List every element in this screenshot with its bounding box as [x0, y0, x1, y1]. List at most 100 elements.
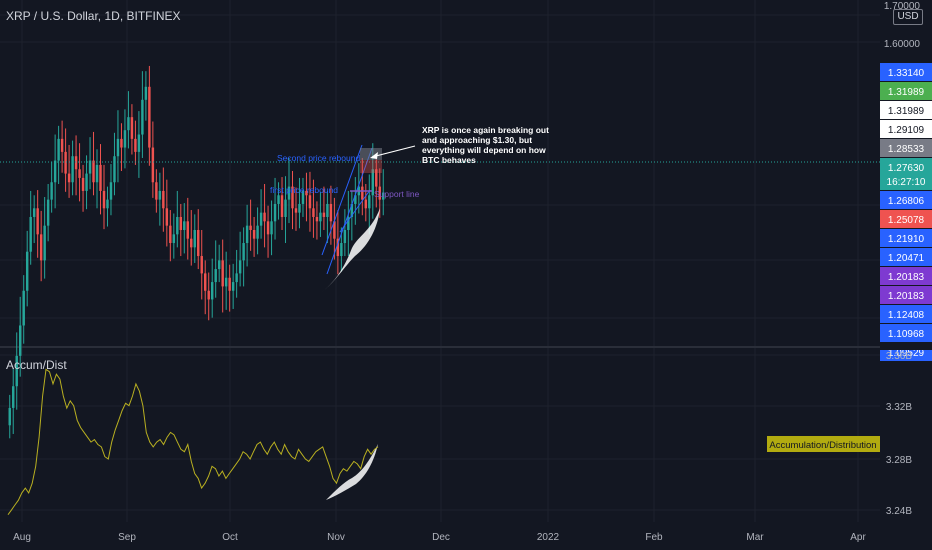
candle-body — [336, 238, 340, 257]
candle — [326, 190, 329, 244]
candle — [343, 209, 347, 257]
highlight-box-gray[interactable] — [360, 148, 382, 160]
price-tag: 1.20183 — [880, 286, 932, 304]
indicator-badge: Accumulation/Distribution — [767, 436, 880, 452]
candle-body — [46, 199, 50, 226]
price-tag: 1.29109 — [880, 120, 932, 138]
candle — [18, 296, 22, 377]
candle-body — [50, 182, 53, 200]
price-tag-countdown: 16:27:10 — [887, 177, 926, 188]
candle — [53, 134, 57, 209]
channel-line-lower[interactable] — [326, 147, 373, 275]
indicator-title[interactable]: Accum/Dist — [6, 358, 67, 372]
price-tag-bg — [880, 120, 932, 138]
candle — [32, 195, 36, 244]
candle-body — [39, 234, 43, 261]
candle — [210, 258, 214, 318]
candle-body — [183, 221, 186, 230]
price-tag: 1.20471 — [880, 248, 932, 266]
candle-body — [224, 277, 228, 287]
candle-body — [343, 230, 347, 244]
candle — [266, 205, 270, 258]
candle-body — [25, 251, 29, 291]
candle — [364, 184, 368, 222]
highlight-box-red[interactable] — [360, 160, 382, 173]
symbol-title[interactable]: XRP / U.S. Dollar, 1D, BITFINEX — [6, 9, 181, 23]
candle — [67, 144, 71, 198]
candle-body — [270, 221, 273, 235]
candle-body — [312, 208, 315, 217]
annotation-second-rebound[interactable]: Second price rebound — [277, 153, 360, 163]
candle — [315, 201, 319, 240]
price-tag-value: 1.10968 — [888, 329, 925, 340]
candle-body — [319, 212, 322, 222]
candle-body — [329, 203, 333, 222]
candle — [64, 128, 67, 192]
note-arrowhead — [370, 152, 378, 159]
price-tag-value: 1.26806 — [888, 196, 925, 207]
candle — [256, 207, 259, 255]
candle — [8, 394, 11, 439]
ad-tick-label: 3.36B — [886, 351, 912, 362]
candle-body — [123, 130, 127, 148]
annotation-note[interactable]: XRP is once again breaking out and approa… — [422, 125, 549, 165]
candle-body — [32, 208, 36, 217]
candle — [270, 200, 273, 256]
candle — [277, 182, 280, 220]
candle-body — [375, 169, 378, 187]
annotation-support-line[interactable]: Support line — [374, 189, 420, 199]
candle-body — [294, 208, 298, 213]
time-tick-label: Mar — [746, 532, 764, 543]
price-tag: 1.28533 — [880, 139, 932, 157]
candle-body — [99, 164, 102, 191]
candle — [102, 164, 106, 230]
rebound-line[interactable] — [339, 189, 371, 233]
candle-body — [207, 290, 210, 300]
candle — [329, 185, 333, 245]
time-axis-ticks: Aug Sep Oct Nov Dec 2022 Feb Mar Apr — [13, 532, 866, 543]
candle-body — [85, 173, 88, 191]
annotation-drawings[interactable] — [321, 144, 416, 500]
price-tag: 1.25078 — [880, 210, 932, 228]
candle-body — [78, 169, 81, 178]
candle-body — [193, 230, 196, 248]
candle — [361, 157, 364, 216]
price-tag-bg — [880, 210, 932, 228]
candle — [207, 272, 210, 321]
currency-label[interactable]: USD — [893, 9, 923, 25]
candle-body — [36, 208, 39, 235]
candle-body — [217, 260, 221, 270]
candle — [179, 203, 183, 257]
candle-body — [333, 221, 336, 239]
candle-body — [176, 216, 179, 235]
price-tag-bg — [880, 229, 932, 247]
candle — [319, 191, 322, 237]
candle — [148, 65, 151, 166]
candle — [273, 177, 277, 240]
time-axis[interactable] — [0, 522, 932, 550]
candle-body — [179, 216, 183, 230]
channel-line-upper[interactable] — [321, 144, 363, 256]
candle — [287, 157, 291, 224]
candle — [120, 123, 123, 171]
time-tick-label: Sep — [118, 532, 136, 543]
annotation-first-rebound[interactable]: first price rebound — [270, 185, 338, 195]
candle — [183, 203, 186, 254]
candle-body — [228, 277, 231, 291]
candle-body — [197, 230, 200, 257]
candle — [85, 155, 88, 210]
candle — [92, 131, 95, 196]
candle-body — [109, 182, 113, 200]
candle — [46, 184, 50, 242]
candle — [224, 251, 228, 310]
price-tag-bg — [880, 191, 932, 209]
price-tick-label: 1.70000 — [884, 1, 921, 12]
candle — [301, 177, 305, 217]
candle — [12, 368, 15, 434]
candle-body — [162, 190, 165, 209]
candle — [57, 125, 60, 184]
candle-body — [116, 138, 120, 157]
candle — [113, 132, 116, 196]
candle-body — [67, 173, 71, 183]
